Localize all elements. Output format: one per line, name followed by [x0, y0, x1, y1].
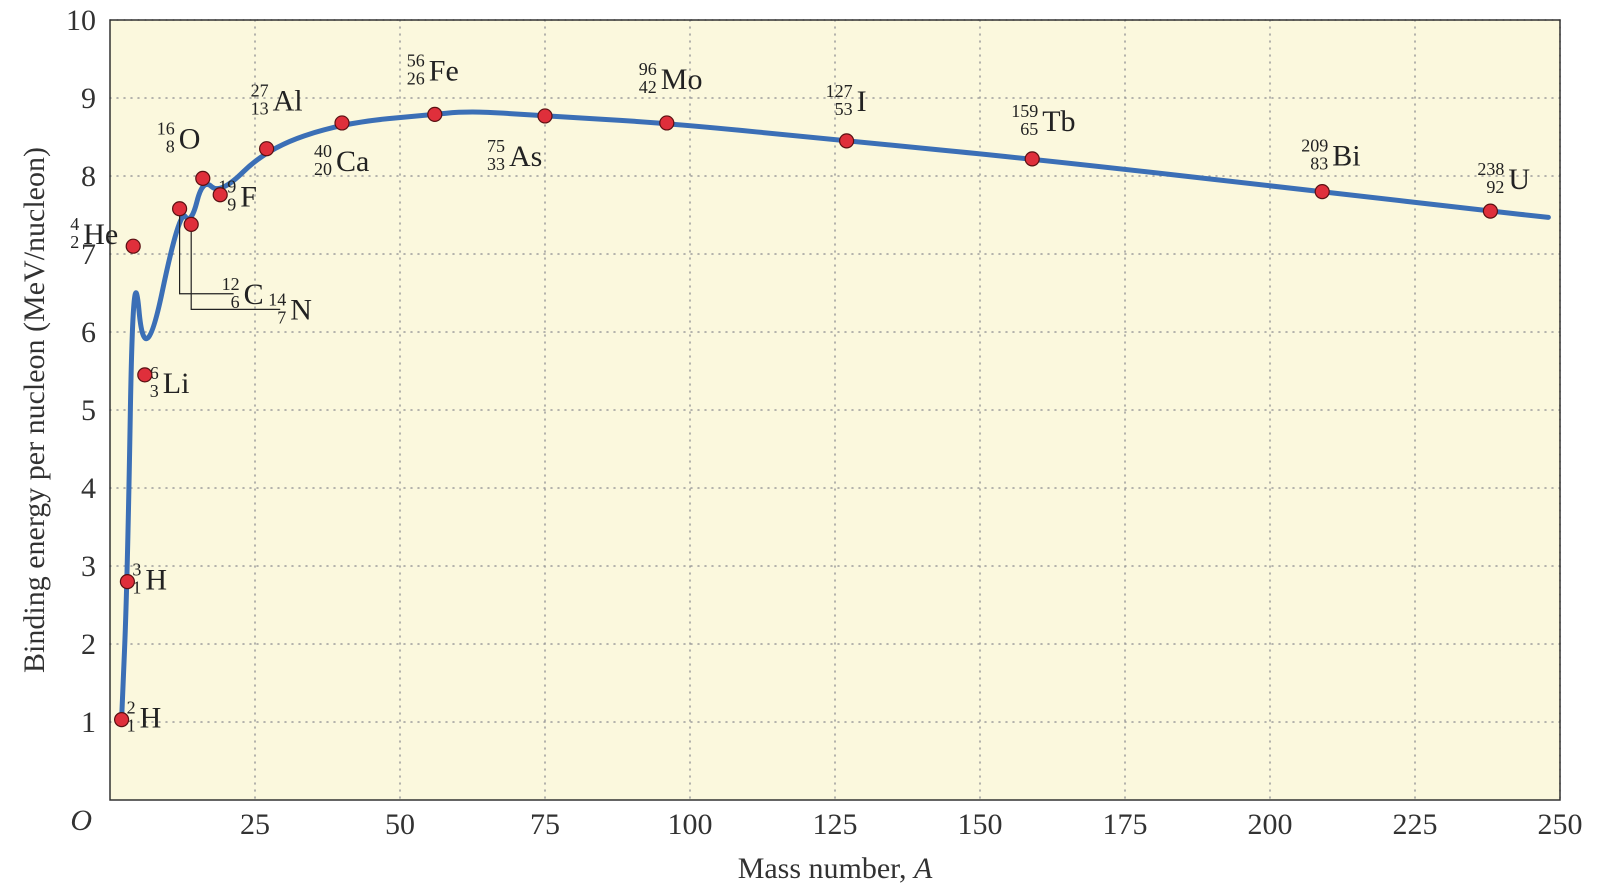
binding-energy-chart: 25507510012515017520022525012345678910OM…	[0, 0, 1600, 891]
point-F-19	[213, 188, 227, 202]
svg-text:100: 100	[668, 808, 713, 841]
nuclide-H-3: 31H	[132, 560, 167, 598]
svg-text:1: 1	[81, 706, 96, 739]
svg-text:As: As	[509, 140, 542, 173]
svg-text:U: U	[1508, 163, 1530, 196]
svg-text:F: F	[240, 181, 257, 214]
svg-text:250: 250	[1538, 808, 1583, 841]
svg-text:96: 96	[639, 59, 657, 79]
svg-text:Tb: Tb	[1042, 105, 1075, 138]
svg-text:H: H	[145, 564, 167, 597]
point-C-12	[173, 202, 187, 216]
svg-text:25: 25	[240, 808, 270, 841]
svg-text:Ca: Ca	[336, 145, 369, 178]
nuclide-As-75: 7533As	[487, 136, 542, 174]
svg-text:I: I	[857, 85, 867, 118]
svg-text:O: O	[179, 122, 201, 155]
svg-text:33: 33	[487, 154, 505, 174]
nuclide-Li-6: 63Li	[150, 363, 190, 401]
point-Li-6	[138, 368, 152, 382]
svg-text:2: 2	[127, 698, 136, 718]
svg-text:O: O	[70, 804, 92, 837]
nuclide-He-4: 42He	[70, 214, 118, 252]
point-Fe-56	[428, 107, 442, 121]
point-He-4	[126, 239, 140, 253]
svg-text:42: 42	[639, 77, 657, 97]
svg-text:N: N	[290, 293, 312, 326]
svg-text:5: 5	[81, 394, 96, 427]
point-O-16	[196, 171, 210, 185]
svg-text:75: 75	[530, 808, 560, 841]
nuclide-H-2: 21H	[127, 698, 162, 736]
point-Mo-96	[660, 116, 674, 130]
svg-text:238: 238	[1477, 159, 1504, 179]
point-Tb-159	[1025, 152, 1039, 166]
svg-text:6: 6	[81, 316, 96, 349]
point-H-3	[120, 575, 134, 589]
svg-text:Fe: Fe	[429, 54, 459, 87]
svg-text:9: 9	[227, 195, 236, 215]
svg-text:159: 159	[1011, 101, 1038, 121]
svg-text:13: 13	[251, 99, 269, 119]
svg-text:12: 12	[222, 274, 240, 294]
svg-text:65: 65	[1020, 119, 1038, 139]
svg-text:53: 53	[835, 99, 853, 119]
nuclide-Ca-40: 4020Ca	[314, 141, 369, 179]
svg-text:8: 8	[166, 136, 175, 156]
svg-text:4: 4	[81, 472, 96, 505]
svg-text:3: 3	[81, 550, 96, 583]
svg-text:26: 26	[407, 68, 425, 88]
point-I-127	[840, 134, 854, 148]
svg-text:10: 10	[66, 4, 96, 37]
svg-text:Al: Al	[273, 85, 303, 118]
point-As-75	[538, 109, 552, 123]
svg-text:3: 3	[150, 381, 159, 401]
svg-text:9: 9	[81, 82, 96, 115]
svg-text:Bi: Bi	[1332, 140, 1360, 173]
svg-text:He: He	[83, 218, 118, 251]
point-N-14	[184, 217, 198, 231]
point-Ca-40	[335, 116, 349, 130]
svg-text:92: 92	[1486, 177, 1504, 197]
svg-text:2: 2	[70, 232, 79, 252]
svg-text:50: 50	[385, 808, 415, 841]
point-U-238	[1483, 204, 1497, 218]
svg-text:20: 20	[314, 159, 332, 179]
nuclide-Tb-159: 15965Tb	[1011, 101, 1075, 139]
svg-text:56: 56	[407, 50, 425, 70]
svg-text:125: 125	[813, 808, 858, 841]
svg-text:3: 3	[132, 560, 141, 580]
point-Bi-209	[1315, 185, 1329, 199]
svg-text:8: 8	[81, 160, 96, 193]
svg-text:Mass number, A: Mass number, A	[738, 852, 933, 885]
svg-text:83: 83	[1310, 154, 1328, 174]
svg-text:Li: Li	[163, 367, 190, 400]
svg-text:7: 7	[277, 307, 286, 327]
svg-text:127: 127	[826, 81, 853, 101]
svg-text:209: 209	[1301, 136, 1328, 156]
svg-text:225: 225	[1393, 808, 1438, 841]
svg-text:Binding energy per nucleon (Me: Binding energy per nucleon (MeV/nucleon)	[18, 147, 51, 673]
nuclide-Al-27: 2713Al	[251, 81, 303, 119]
svg-text:2: 2	[81, 628, 96, 661]
svg-text:75: 75	[487, 136, 505, 156]
point-Al-27	[260, 142, 274, 156]
svg-text:14: 14	[268, 289, 286, 309]
svg-text:Mo: Mo	[661, 63, 703, 96]
svg-text:150: 150	[958, 808, 1003, 841]
svg-text:27: 27	[251, 81, 269, 101]
svg-text:40: 40	[314, 141, 332, 161]
svg-text:H: H	[140, 702, 162, 735]
nuclide-Fe-56: 5626Fe	[407, 50, 459, 88]
svg-text:200: 200	[1248, 808, 1293, 841]
svg-text:C: C	[244, 278, 264, 311]
svg-text:16: 16	[157, 118, 175, 138]
point-H-2	[115, 713, 129, 727]
nuclide-Mo-96: 9642Mo	[639, 59, 703, 97]
svg-text:175: 175	[1103, 808, 1148, 841]
svg-text:4: 4	[70, 214, 79, 234]
